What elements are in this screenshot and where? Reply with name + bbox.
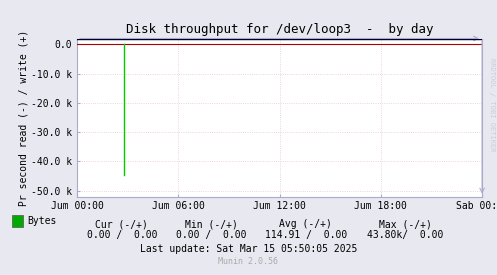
Text: Bytes: Bytes: [27, 216, 57, 226]
Text: 43.80k/  0.00: 43.80k/ 0.00: [367, 230, 443, 240]
Text: RRDTOOL / TOBI OETIKER: RRDTOOL / TOBI OETIKER: [489, 58, 495, 151]
Text: Max (-/+): Max (-/+): [379, 219, 431, 229]
Text: Avg (-/+): Avg (-/+): [279, 219, 332, 229]
Text: Munin 2.0.56: Munin 2.0.56: [219, 257, 278, 266]
Text: 0.00 /  0.00: 0.00 / 0.00: [86, 230, 157, 240]
Y-axis label: Pr second read (-) / write (+): Pr second read (-) / write (+): [18, 29, 28, 206]
Text: Min (-/+): Min (-/+): [185, 219, 238, 229]
Text: Last update: Sat Mar 15 05:50:05 2025: Last update: Sat Mar 15 05:50:05 2025: [140, 244, 357, 254]
Text: 0.00 /  0.00: 0.00 / 0.00: [176, 230, 247, 240]
Title: Disk throughput for /dev/loop3  -  by day: Disk throughput for /dev/loop3 - by day: [126, 23, 433, 36]
Text: 114.91 /  0.00: 114.91 / 0.00: [264, 230, 347, 240]
Text: Cur (-/+): Cur (-/+): [95, 219, 148, 229]
